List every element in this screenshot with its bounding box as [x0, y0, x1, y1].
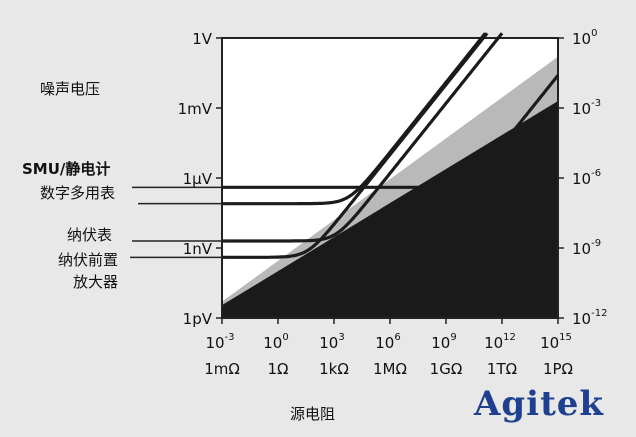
- series-label-nanovoltmeter: 纳伏表: [67, 226, 113, 244]
- x-unit-label-1: 1Ω: [267, 360, 288, 378]
- y-right-tick-label-3: 10-9: [572, 238, 601, 258]
- y-left-tick-label-2: 1μV: [183, 170, 213, 188]
- agitek-logo: Agitek: [474, 384, 604, 424]
- preamp-label-text: 纳伏前置放大器: [58, 251, 119, 291]
- series-curve-3: [222, 32, 489, 259]
- x-tick-label-2: 103: [319, 332, 344, 352]
- series-label-smu-electrometer: SMU/静电计: [22, 160, 111, 178]
- x-tick-label-4: 109: [431, 332, 456, 352]
- x-tick-label-1: 100: [263, 332, 288, 352]
- x-tick-label-3: 106: [375, 332, 400, 352]
- x-unit-label-4: 1GΩ: [430, 360, 463, 378]
- series-label-dmm: 数字多用表: [40, 184, 116, 202]
- y-left-tick-label-0: 1V: [192, 30, 213, 48]
- y-left-tick-label-3: 1nV: [183, 240, 213, 258]
- x-axis-title: 源电阻: [290, 405, 336, 423]
- x-unit-label-2: 1kΩ: [319, 360, 349, 378]
- noise-region-dark: [222, 101, 558, 318]
- y-right-tick-label-1: 10-3: [572, 98, 601, 118]
- x-unit-label-5: 1TΩ: [487, 360, 517, 378]
- series-curve-2: [222, 32, 504, 243]
- y-left-tick-label-1: 1mV: [178, 100, 213, 118]
- series-label-nanovolt-preamp: 纳伏前置放大器: [58, 249, 118, 293]
- series-curve-0: [222, 74, 560, 189]
- y-left-tick-label-4: 1pV: [183, 310, 213, 328]
- x-unit-label-0: 1mΩ: [204, 360, 240, 378]
- x-unit-label-3: 1MΩ: [373, 360, 407, 378]
- y-right-tick-label-0: 100: [572, 28, 597, 48]
- x-tick-label-6: 1015: [540, 332, 572, 352]
- y-right-tick-label-2: 10-6: [572, 168, 601, 188]
- x-unit-label-6: 1PΩ: [543, 360, 573, 378]
- y-axis-title: 噪声电压: [40, 80, 101, 98]
- y-right-tick-label-4: 10-12: [572, 308, 607, 328]
- x-tick-label-5: 1012: [484, 332, 516, 352]
- x-tick-label-0: 10-3: [205, 332, 234, 352]
